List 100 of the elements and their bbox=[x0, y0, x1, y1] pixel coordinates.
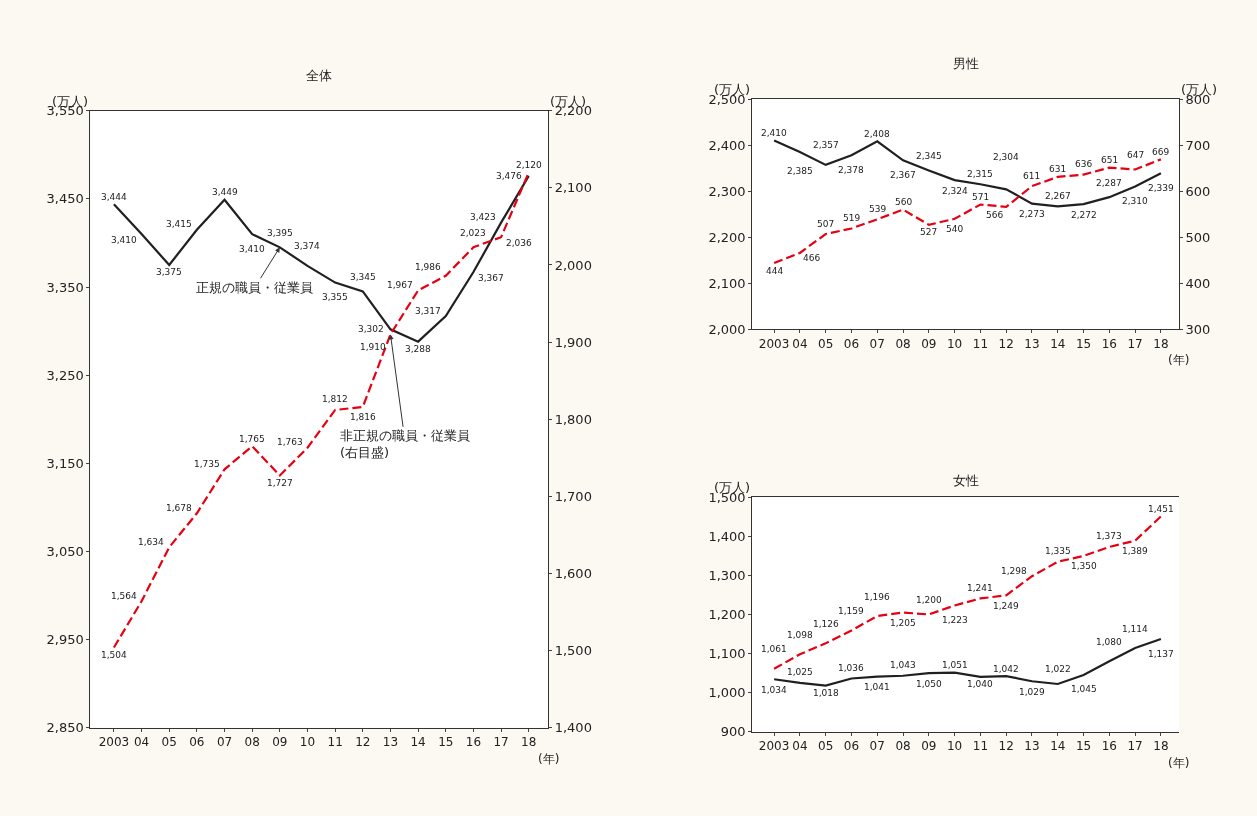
x-tick-label: 2003 bbox=[758, 739, 790, 754]
y-axis-title: (万人) bbox=[714, 480, 751, 495]
x-tick-label: 14 bbox=[1050, 739, 1066, 754]
x-tick-label: 06 bbox=[843, 336, 860, 351]
data-label: 1,042 bbox=[993, 664, 1019, 674]
data-label: 1,041 bbox=[864, 682, 890, 692]
data-label: 1,045 bbox=[1071, 684, 1097, 694]
x-tick-label: 10 bbox=[946, 336, 963, 351]
data-label: 1,765 bbox=[239, 434, 265, 444]
data-label: 2,367 bbox=[890, 170, 916, 180]
data-label: 1,098 bbox=[787, 630, 814, 640]
data-label: 527 bbox=[920, 227, 938, 237]
y-tick-label: 3,050 bbox=[46, 543, 84, 559]
data-label: 1,196 bbox=[864, 592, 891, 602]
y-tick-label: 2,300 bbox=[708, 183, 746, 199]
data-label: 2,120 bbox=[516, 160, 543, 170]
y-tick-label: 3,350 bbox=[46, 279, 84, 295]
data-label: 2,410 bbox=[761, 128, 788, 138]
data-label: 1,389 bbox=[1122, 546, 1149, 556]
y-tick-label: 2,850 bbox=[46, 720, 84, 736]
data-label: 3,415 bbox=[166, 219, 192, 229]
y2-tick-label: 1,800 bbox=[554, 411, 592, 427]
data-label: 1,298 bbox=[1001, 566, 1028, 576]
x-tick-label: 04 bbox=[792, 336, 808, 351]
data-label: 1,249 bbox=[993, 601, 1020, 611]
data-label: 1,634 bbox=[138, 537, 165, 547]
chart-title: 全体 bbox=[306, 68, 332, 83]
y-tick-label: 2,000 bbox=[708, 321, 746, 337]
data-label: 1,205 bbox=[890, 618, 916, 628]
data-label: 1,451 bbox=[1148, 504, 1174, 514]
x-tick-label: 08 bbox=[895, 336, 911, 351]
y-tick-label: 2,400 bbox=[708, 137, 746, 153]
data-label: 3,423 bbox=[470, 212, 496, 222]
data-label: 1,678 bbox=[166, 503, 193, 513]
data-label: 507 bbox=[817, 219, 835, 229]
data-label: 1,763 bbox=[277, 437, 303, 447]
x-tick-label: 16 bbox=[465, 735, 482, 750]
x-tick-label: 13 bbox=[1024, 739, 1040, 754]
data-label: 1,114 bbox=[1122, 624, 1149, 634]
y-tick-label: 1,400 bbox=[708, 528, 746, 544]
x-tick-label: 18 bbox=[1153, 336, 1169, 351]
x-axis-title: (年) bbox=[538, 752, 560, 766]
data-label: 2,304 bbox=[993, 152, 1020, 162]
y2-tick-label: 600 bbox=[1185, 183, 1211, 199]
y-tick-label: 2,100 bbox=[708, 275, 746, 291]
data-label: 444 bbox=[766, 266, 784, 276]
data-label: 2,345 bbox=[916, 151, 942, 161]
x-tick-label: 16 bbox=[1101, 336, 1117, 351]
data-label: 1,061 bbox=[761, 644, 787, 654]
data-label: 1,043 bbox=[890, 660, 916, 670]
data-label: 636 bbox=[1075, 159, 1093, 169]
x-tick-label: 10 bbox=[299, 735, 316, 750]
data-label: 1,051 bbox=[942, 660, 968, 670]
data-label: 611 bbox=[1023, 171, 1041, 181]
data-label: 3,444 bbox=[101, 192, 128, 202]
data-label: 3,375 bbox=[156, 267, 182, 277]
data-label: 2,385 bbox=[787, 166, 813, 176]
data-label: 1,504 bbox=[101, 650, 128, 660]
y-tick-label: 1,200 bbox=[708, 607, 746, 623]
data-label: 1,564 bbox=[111, 591, 138, 601]
y2-tick-label: 1,600 bbox=[554, 566, 592, 582]
x-tick-label: 09 bbox=[272, 735, 288, 750]
y-tick-label: 900 bbox=[720, 724, 746, 740]
x-tick-label: 17 bbox=[1127, 336, 1143, 351]
data-label: 2,339 bbox=[1148, 183, 1175, 193]
y-tick-label: 1,000 bbox=[708, 685, 746, 701]
data-label: 2,287 bbox=[1096, 178, 1122, 188]
data-label: 3,302 bbox=[358, 324, 384, 334]
y2-tick-label: 2,100 bbox=[554, 180, 592, 196]
data-label: 1,910 bbox=[360, 342, 387, 352]
data-label: 466 bbox=[803, 253, 821, 263]
data-label: 631 bbox=[1049, 164, 1067, 174]
data-label: 3,367 bbox=[478, 273, 504, 283]
data-label: 1,200 bbox=[916, 595, 943, 605]
data-label: 651 bbox=[1101, 155, 1119, 165]
data-label: 1,223 bbox=[942, 615, 968, 625]
x-axis-title: (年) bbox=[1168, 353, 1190, 367]
data-label: 3,395 bbox=[267, 228, 293, 238]
y2-tick-label: 1,700 bbox=[554, 488, 592, 504]
data-label: 1,040 bbox=[967, 679, 994, 689]
data-label: 1,034 bbox=[761, 685, 788, 695]
data-label: 1,029 bbox=[1019, 687, 1046, 697]
y2-tick-label: 400 bbox=[1185, 275, 1211, 291]
x-tick-label: 14 bbox=[410, 735, 426, 750]
data-label: 3,345 bbox=[350, 272, 376, 282]
data-label: 2,357 bbox=[813, 140, 839, 150]
x-tick-label: 07 bbox=[216, 735, 233, 750]
x-tick-label: 13 bbox=[1024, 336, 1040, 351]
data-label: 566 bbox=[986, 210, 1004, 220]
y2-tick-label: 1,900 bbox=[554, 334, 592, 350]
data-label: 669 bbox=[1152, 147, 1170, 157]
y2-tick-label: 1,400 bbox=[554, 720, 592, 736]
y-tick-label: 3,450 bbox=[46, 191, 84, 207]
data-label: 1,050 bbox=[916, 679, 943, 689]
data-label: 1,126 bbox=[813, 619, 840, 629]
y-tick-label: 1,100 bbox=[708, 646, 746, 662]
data-label: 2,267 bbox=[1045, 191, 1071, 201]
data-label: 1,036 bbox=[838, 663, 865, 673]
y-tick-label: 2,950 bbox=[46, 632, 84, 648]
data-label: 571 bbox=[972, 192, 990, 202]
